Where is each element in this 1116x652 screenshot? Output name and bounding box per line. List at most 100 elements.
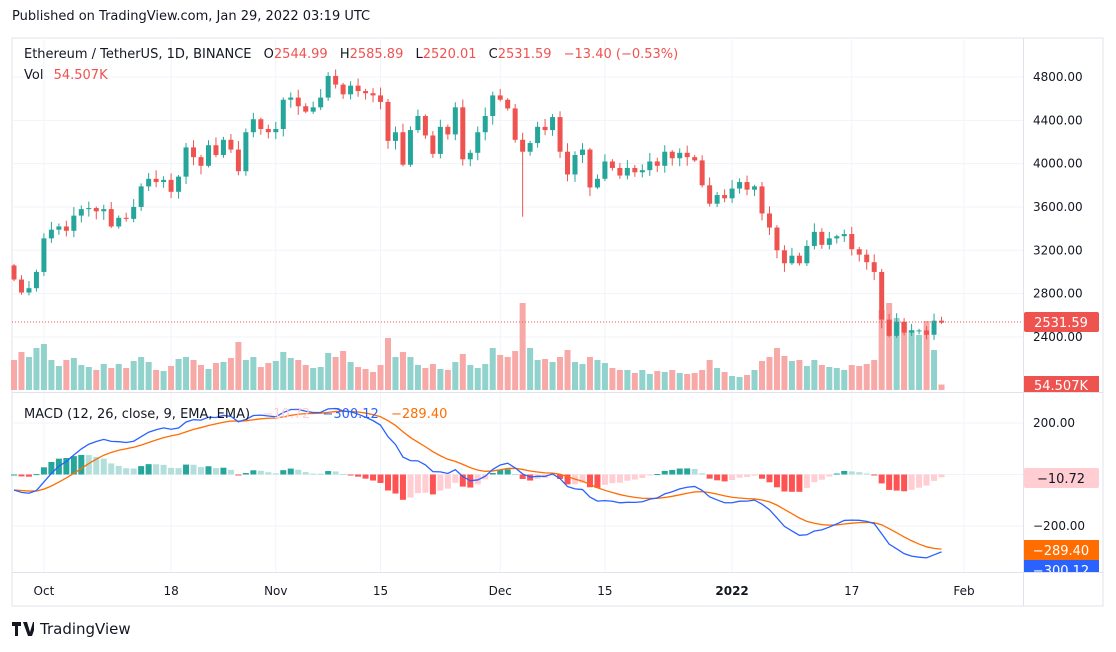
macd-axis[interactable]: 200.00 −200.00 xyxy=(1033,416,1085,533)
candle-body xyxy=(26,288,32,293)
candle-body xyxy=(714,195,720,204)
macd-histogram-bar xyxy=(385,474,391,491)
macd-histogram-bar xyxy=(302,472,309,475)
candle-body xyxy=(692,157,698,161)
macd-tick-label: 200.00 xyxy=(1033,416,1075,430)
volume-bars xyxy=(11,303,945,390)
macd-histogram-bar xyxy=(220,467,227,475)
volume-bar xyxy=(497,355,504,390)
candle-body xyxy=(437,126,443,154)
volume-legend-value: 54.507K xyxy=(54,68,108,83)
macd-histogram-bar xyxy=(280,470,287,475)
volume-label: 54.507K xyxy=(1034,379,1088,394)
volume-bar xyxy=(631,373,638,390)
macd-histogram-bar xyxy=(931,474,938,481)
volume-bar xyxy=(459,354,466,390)
volume-bar xyxy=(751,370,758,390)
candle-body xyxy=(116,217,122,227)
candle-body xyxy=(422,115,428,136)
signal-value-label: −289.40 xyxy=(1033,544,1089,559)
macd-histogram-bar xyxy=(669,469,676,475)
candle-body xyxy=(520,139,526,152)
price-axis[interactable]: 4800.00 4400.00 4000.00 3600.00 3200.00 2800.… xyxy=(1033,70,1083,344)
candle-body xyxy=(258,119,264,129)
macd-histogram-bar xyxy=(878,474,885,484)
volume-bar xyxy=(18,352,25,390)
volume-bar xyxy=(691,373,698,390)
macd-histogram-bar xyxy=(183,464,190,475)
volume-bar xyxy=(332,357,339,390)
volume-bar xyxy=(624,370,631,390)
volume-bar xyxy=(833,368,840,390)
macd-histogram-bar xyxy=(818,474,825,480)
last-price-label: 2531.59 xyxy=(1034,316,1088,331)
volume-bar xyxy=(788,361,795,390)
candle-body xyxy=(86,208,92,210)
macd-histogram-bar xyxy=(33,474,40,476)
macd-histogram-bar xyxy=(893,474,900,491)
signal-line xyxy=(13,410,942,550)
volume-bar xyxy=(325,353,332,390)
volume-bar xyxy=(40,344,47,390)
candle-body xyxy=(228,139,234,150)
candle-body xyxy=(295,97,301,107)
volume-bar xyxy=(519,303,526,390)
macd-histogram-bar xyxy=(25,474,32,477)
macd-histogram-bar xyxy=(459,474,466,487)
volume-bar xyxy=(729,376,736,390)
volume-bar xyxy=(923,321,930,390)
hist-value-label: −10.72 xyxy=(1037,472,1085,487)
candle-body xyxy=(490,95,496,116)
low-label: L xyxy=(416,47,424,62)
volume-bar xyxy=(803,366,810,390)
volume-bar xyxy=(85,367,92,390)
candle-body xyxy=(56,226,62,230)
volume-bar xyxy=(773,348,780,390)
candle-body xyxy=(879,271,885,320)
time-tick-label: 17 xyxy=(844,584,859,598)
candle-body xyxy=(789,255,795,264)
candle-body xyxy=(774,227,780,251)
macd-histogram-bar xyxy=(399,474,406,500)
macd-histogram-bar xyxy=(235,474,242,476)
candle-body xyxy=(71,215,77,231)
candle-body xyxy=(662,151,668,166)
candle-body xyxy=(265,128,271,133)
volume-bar xyxy=(407,357,414,390)
macd-histogram-bar xyxy=(70,456,77,475)
volume-bar xyxy=(212,363,219,390)
macd-histogram-bar xyxy=(160,464,167,475)
candle-body xyxy=(355,85,361,92)
candle-body xyxy=(146,178,152,187)
macd-histogram-bar xyxy=(766,474,773,483)
candle-body xyxy=(153,178,159,183)
tradingview-logo-text: TradingView xyxy=(40,620,131,638)
candle-body xyxy=(213,145,219,155)
macd-histogram-bar xyxy=(257,470,264,475)
candle-body xyxy=(729,188,735,199)
candle-body xyxy=(220,139,226,155)
macd-value-label: −300.12 xyxy=(1033,564,1089,579)
macd-histogram-bar xyxy=(392,474,399,494)
volume-bar xyxy=(63,360,70,390)
macd-histogram-bar xyxy=(310,473,317,475)
candle-body xyxy=(161,179,167,183)
candle-body xyxy=(48,229,54,239)
volume-bar xyxy=(422,368,429,390)
macd-histogram-bar xyxy=(377,474,384,483)
tradingview-logo[interactable]: TradingView xyxy=(12,620,131,638)
macd-histogram-bar xyxy=(250,470,257,475)
volume-bar xyxy=(414,365,421,390)
time-tick-label: Dec xyxy=(489,584,512,598)
macd-histogram-bar xyxy=(175,468,182,475)
time-axis[interactable]: Oct 18 Nov 15 Dec 15 2022 17 Feb xyxy=(34,584,975,598)
volume-bar xyxy=(489,348,496,390)
open-value: 2544.99 xyxy=(274,47,328,62)
macd-histogram-bar xyxy=(788,474,795,492)
macd-histogram-bar xyxy=(639,474,646,479)
volume-bar xyxy=(549,362,556,390)
macd-histogram-bar xyxy=(856,472,863,475)
macd-histogram-bar xyxy=(744,474,751,477)
macd-histogram-bar xyxy=(18,474,25,477)
